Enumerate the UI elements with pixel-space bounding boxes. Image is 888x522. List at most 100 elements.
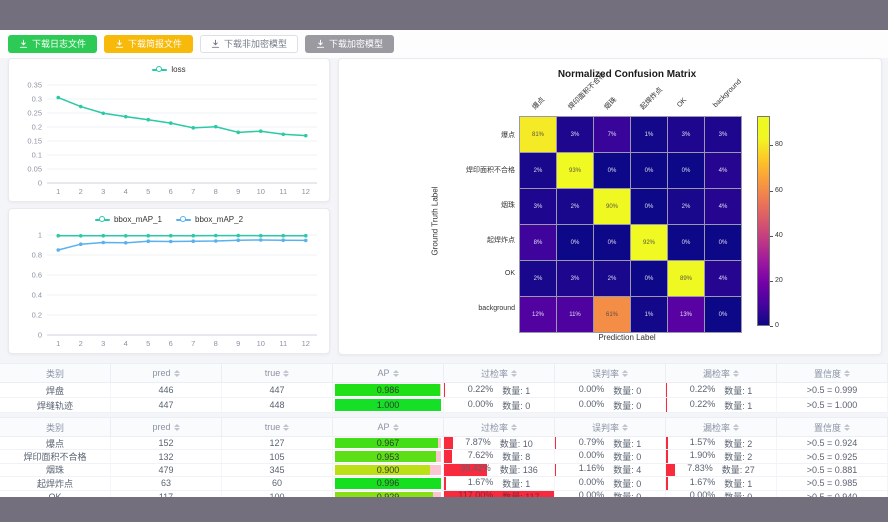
matrix-cell: 0% [668, 225, 704, 260]
column-header-pred[interactable]: pred [111, 418, 222, 436]
svg-text:10: 10 [257, 187, 265, 196]
svg-text:0.4: 0.4 [32, 291, 42, 300]
download-button-3[interactable]: 下载非加密模型 [200, 35, 299, 53]
confusion-matrix-title: Normalized Confusion Matrix [557, 69, 697, 80]
column-header-over[interactable]: 过检率 [444, 418, 555, 436]
cell-class: OK [0, 490, 111, 503]
confusion-matrix-panel: Normalized Confusion Matrix 81% 3% 7% 1% 3% 3… [338, 58, 882, 355]
download-button-label: 下载非加密模型 [224, 38, 288, 49]
sort-icon[interactable] [283, 423, 290, 431]
column-header-conf[interactable]: 置信度 [777, 418, 888, 436]
column-header-mis[interactable]: 误判率 [555, 364, 666, 382]
cell-miss-rate: 0.22% 数量: 1 [666, 383, 777, 397]
colorbar [757, 116, 770, 326]
sort-icon[interactable] [173, 423, 180, 431]
sort-icon[interactable] [511, 423, 517, 431]
column-header-label: 误判率 [591, 422, 619, 433]
sort-icon[interactable] [622, 369, 628, 377]
sort-icon[interactable] [622, 423, 628, 431]
matrix-row-label: OK [504, 269, 515, 277]
sort-icon[interactable] [173, 369, 180, 377]
column-header-ap[interactable]: AP [333, 418, 444, 436]
sort-icon[interactable] [733, 369, 739, 377]
column-header-ap[interactable]: AP [333, 364, 444, 382]
map-chart-plot: 00.20.40.60.811 2 3 4 5 6 7 8 9 10 11 12 [32, 231, 317, 348]
svg-text:9: 9 [236, 339, 240, 348]
cell-confidence: >0.5 = 0.985 [777, 477, 888, 490]
cell-over-rate: 7.87% 数量: 10 [444, 437, 555, 450]
matrix-row-label: 起焊炸点 [487, 236, 515, 244]
column-header-cls: 类别 [0, 418, 111, 436]
legend-label: bbox_mAP_1 [113, 215, 162, 224]
cell-pred: 117 [111, 490, 222, 503]
download-button-label: 下载日志文件 [32, 38, 87, 49]
matrix-cell: 2% [557, 189, 593, 224]
ap-bar-fill [335, 464, 431, 476]
column-header-miss[interactable]: 漏检率 [666, 364, 777, 382]
column-header-miss[interactable]: 漏检率 [666, 418, 777, 436]
sort-icon[interactable] [283, 369, 290, 377]
svg-text:2: 2 [79, 187, 83, 196]
matrix-col-label: background [712, 78, 743, 109]
matrix-cell: 92% [631, 225, 667, 260]
ap-bar-fill [335, 451, 437, 462]
column-header-true[interactable]: true [222, 364, 333, 382]
matrix-cell: 4% [705, 153, 741, 188]
legend-marker [176, 216, 191, 222]
download-button-4[interactable]: 下载加密模型 [305, 35, 395, 53]
svg-text:4: 4 [124, 339, 128, 348]
rate-text: 0.22% 数量: 1 [689, 383, 753, 396]
ap-value: 0.996 [376, 478, 400, 489]
sort-icon[interactable] [511, 369, 517, 377]
column-header-true[interactable]: true [222, 418, 333, 436]
ap-bar-track [335, 478, 441, 489]
legend-item-loss[interactable]: loss [152, 65, 186, 74]
matrix-cell: 93% [557, 153, 593, 188]
rate-text: 0.79% 数量: 1 [578, 437, 642, 449]
sort-icon[interactable] [392, 369, 399, 377]
matrix-cell: 1% [631, 117, 667, 152]
rate-bar [555, 463, 557, 477]
bottom-band [0, 497, 888, 522]
matrix-col-label: 起焊炸点 [639, 86, 665, 112]
column-header-mis[interactable]: 误判率 [555, 418, 666, 436]
ap-bar-track [335, 491, 441, 502]
cell-class: 爆点 [0, 437, 111, 450]
rate-text: 0.00%数量: 0 [578, 398, 642, 411]
svg-text:4: 4 [124, 187, 128, 196]
matrix-cell: 0% [594, 225, 630, 260]
sort-icon[interactable] [844, 369, 850, 377]
matrix-cell: 13% [668, 297, 704, 332]
sort-icon[interactable] [844, 423, 850, 431]
matrix-cell: 2% [668, 189, 704, 224]
matrix-cell: 0% [594, 153, 630, 188]
ap-value: 0.986 [376, 385, 400, 395]
matrix-cell: 2% [520, 153, 556, 188]
cell-confidence: >0.5 = 0.999 [777, 383, 888, 397]
cell-miss-rate: 7.83% 数量: 27 [666, 463, 777, 477]
rate-text: 1.16% 数量: 4 [578, 463, 642, 476]
column-header-label: 置信度 [813, 368, 841, 379]
column-header-conf[interactable]: 置信度 [777, 364, 888, 382]
column-header-over[interactable]: 过检率 [444, 364, 555, 382]
rate-text: 0.00%数量: 0 [578, 477, 642, 489]
download-button-2[interactable]: 下载简报文件 [104, 35, 194, 53]
rate-bar [444, 437, 453, 450]
cell-true: 100 [222, 490, 333, 503]
top-band [0, 0, 888, 30]
matrix-cell: 0% [631, 261, 667, 296]
cell-miss-rate: 0.22% 数量: 1 [666, 398, 777, 412]
colorbar-tick-label: 40 [775, 231, 783, 239]
sort-icon[interactable] [392, 423, 399, 431]
column-header-pred[interactable]: pred [111, 364, 222, 382]
download-button-1[interactable]: 下载日志文件 [8, 35, 98, 53]
matrix-cell: 12% [520, 297, 556, 332]
confusion-matrix-xlabel: Prediction Label [598, 333, 656, 342]
table-row: 爆点 152 127 0.967 7.87% 数量: 10 0.79% 数量: 1 1.57% 数… [0, 437, 888, 451]
sort-icon[interactable] [733, 423, 739, 431]
cell-pred: 132 [111, 450, 222, 463]
table-header-row: 类别 pred true AP 过检率 误判率 漏检率 置信度 [0, 363, 888, 383]
svg-text:8: 8 [214, 187, 218, 196]
legend-item-bbox_mAP_2[interactable]: bbox_mAP_2 [176, 215, 243, 224]
legend-item-bbox_mAP_1[interactable]: bbox_mAP_1 [94, 215, 162, 224]
